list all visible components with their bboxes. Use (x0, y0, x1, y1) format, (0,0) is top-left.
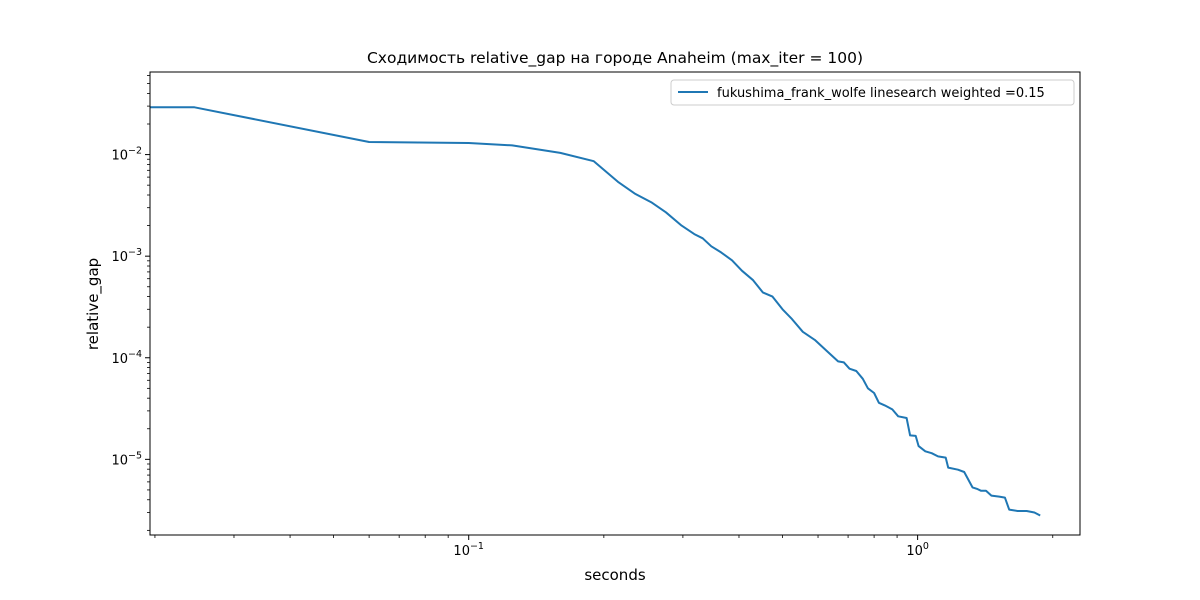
x-axis: 10−1 100 (154, 535, 1054, 559)
y-tick-label: 10−2 (111, 146, 142, 164)
x-tick-label: 10−1 (453, 541, 484, 559)
y-tick-label: 10−5 (111, 450, 142, 468)
x-tick-label: 100 (906, 541, 929, 559)
legend: fukushima_frank_wolfe linesearch weighte… (670, 79, 1075, 106)
y-axis: 10−2 10−3 10−4 10−5 (111, 75, 150, 531)
y-axis-label: relative_gap (84, 258, 103, 350)
legend-entry-label: fukushima_frank_wolfe linesearch weighte… (717, 86, 1045, 101)
plot-frame (149, 71, 1081, 536)
x-axis-label: seconds (584, 566, 645, 584)
legend-box (670, 79, 1075, 106)
series-line-0 (150, 106, 1041, 517)
y-tick-label: 10−4 (111, 349, 142, 367)
chart-title: Сходимость relative_gap на городе Anahei… (367, 49, 863, 68)
plot-background (150, 72, 1080, 535)
y-tick-label: 10−3 (111, 247, 142, 265)
plot-area (150, 72, 1080, 535)
